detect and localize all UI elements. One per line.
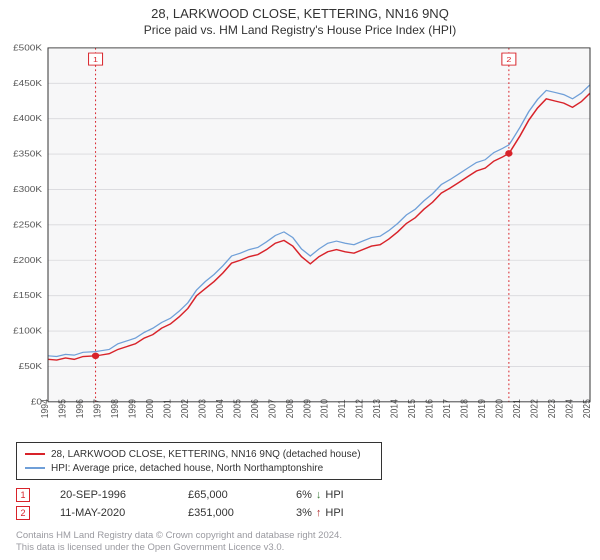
chart-area: £0£50K£100K£150K£200K£250K£300K£350K£400…: [0, 41, 600, 436]
marker-badge-text-2: 2: [506, 55, 511, 64]
legend-text: 28, LARKWOOD CLOSE, KETTERING, NN16 9NQ …: [51, 449, 361, 460]
legend-swatch: [25, 453, 45, 455]
event-badge: 2: [16, 506, 30, 520]
footer-line2: This data is licensed under the Open Gov…: [16, 542, 584, 554]
svg-text:£350K: £350K: [13, 149, 43, 158]
svg-text:£400K: £400K: [13, 114, 43, 123]
svg-text:£50K: £50K: [19, 362, 43, 371]
svg-text:£500K: £500K: [13, 43, 43, 52]
footer-line1: Contains HM Land Registry data © Crown c…: [16, 530, 584, 542]
marker-dot-1: [92, 353, 98, 359]
svg-text:£100K: £100K: [13, 326, 43, 335]
svg-text:£200K: £200K: [13, 255, 43, 264]
legend-box: 28, LARKWOOD CLOSE, KETTERING, NN16 9NQ …: [16, 442, 382, 480]
event-date: 20-SEP-1996: [60, 489, 170, 501]
legend-row: 28, LARKWOOD CLOSE, KETTERING, NN16 9NQ …: [25, 447, 373, 461]
marker-badge-text-1: 1: [93, 55, 98, 64]
chart-titles: 28, LARKWOOD CLOSE, KETTERING, NN16 9NQ …: [0, 0, 600, 41]
title-line1: 28, LARKWOOD CLOSE, KETTERING, NN16 9NQ: [10, 6, 590, 21]
legend-text: HPI: Average price, detached house, Nort…: [51, 463, 323, 474]
event-badge: 1: [16, 488, 30, 502]
svg-text:£450K: £450K: [13, 78, 43, 87]
svg-text:£250K: £250K: [13, 220, 43, 229]
event-date: 11-MAY-2020: [60, 507, 170, 519]
svg-text:£150K: £150K: [13, 291, 43, 300]
event-price: £351,000: [188, 507, 278, 519]
arrow-icon: ↓: [316, 489, 322, 501]
event-delta-pct: 6%: [296, 489, 312, 501]
svg-text:£300K: £300K: [13, 185, 43, 194]
marker-dot-2: [506, 151, 512, 157]
legend-swatch: [25, 467, 45, 469]
event-delta-pct: 3%: [296, 507, 312, 519]
event-delta: 6% ↓HPI: [296, 489, 344, 501]
legend-row: HPI: Average price, detached house, Nort…: [25, 461, 373, 475]
title-line2: Price paid vs. HM Land Registry's House …: [10, 23, 590, 37]
events-table: 1 20-SEP-1996 £65,000 6% ↓HPI 2 11-MAY-2020 £35…: [0, 482, 600, 528]
event-vs: HPI: [325, 489, 343, 501]
legend: 28, LARKWOOD CLOSE, KETTERING, NN16 9NQ …: [0, 436, 600, 482]
footer: Contains HM Land Registry data © Crown c…: [0, 528, 600, 560]
event-row: 2 11-MAY-2020 £351,000 3% ↑HPI: [16, 506, 584, 520]
arrow-icon: ↑: [316, 507, 322, 519]
event-vs: HPI: [325, 507, 343, 519]
event-delta: 3% ↑HPI: [296, 507, 344, 519]
event-price: £65,000: [188, 489, 278, 501]
event-row: 1 20-SEP-1996 £65,000 6% ↓HPI: [16, 488, 584, 502]
chart-svg: £0£50K£100K£150K£200K£250K£300K£350K£400…: [0, 41, 600, 436]
